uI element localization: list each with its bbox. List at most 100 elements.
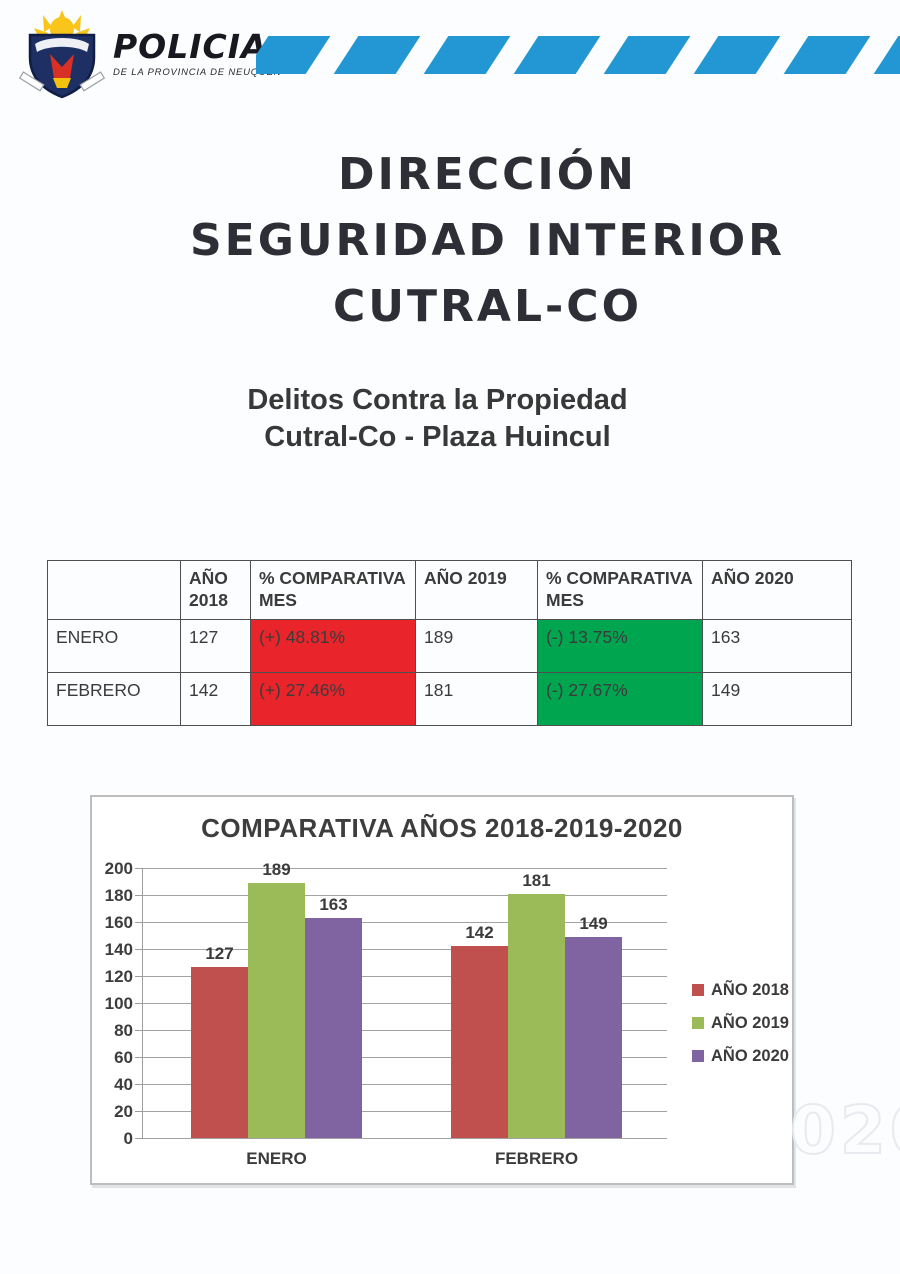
brand-subtitle: DE LA PROVINCIA DE NEUQUEN [113, 67, 282, 78]
page-title-line2: SEGURIDAD INTERIOR [189, 215, 786, 266]
bar-value-label: 149 [579, 913, 608, 933]
page-title-line3: CUTRAL-CO [333, 281, 642, 332]
legend-item: AÑO 2019 [692, 1013, 789, 1033]
y-axis-tick [135, 894, 143, 896]
gridline [143, 1056, 667, 1058]
page-title-line1: DIRECCIÓN [337, 149, 637, 200]
enero-2020-value: 163 [702, 618, 852, 673]
enero-2018-value: 127 [180, 618, 251, 673]
row-label-enero: ENERO [47, 618, 181, 673]
y-axis-tick [135, 948, 143, 950]
febrero-comparativa-2020: (-) 27.67% [537, 671, 703, 726]
febrero-2018-value: 142 [180, 671, 251, 726]
watermark-text: 020 [789, 1091, 900, 1170]
enero-2019-value: 189 [415, 618, 538, 673]
legend-swatch [692, 1017, 704, 1029]
bar-value-label: 142 [465, 923, 494, 943]
table-header-row: AÑO 2018 % COMPARATIVA MES AÑO 2019 % CO… [47, 560, 852, 620]
y-axis-label: 40 [114, 1075, 133, 1094]
col-header-ano2020: AÑO 2020 [702, 560, 852, 620]
febrero-comparativa-2019: (+) 27.46% [250, 671, 416, 726]
header-stripe [783, 36, 871, 74]
y-axis-label: 80 [114, 1021, 133, 1040]
bar-año-2020: 149 [565, 914, 622, 1138]
y-axis-tick [135, 1002, 143, 1004]
legend-item: AÑO 2020 [692, 1046, 789, 1066]
y-axis-label: 160 [104, 913, 133, 932]
y-axis-label: 200 [104, 859, 133, 878]
enero-comparativa-2019: (+) 48.81% [250, 618, 416, 673]
enero-comparativa-2020: (-) 13.75% [537, 618, 703, 673]
y-axis-tick [135, 867, 143, 869]
table-row: ENERO 127 (+) 48.81% 189 (-) 13.75% 163 [47, 618, 852, 673]
header-stripe [423, 36, 511, 74]
y-axis-label: 0 [123, 1129, 133, 1148]
bar-value-label: 127 [205, 943, 234, 963]
row-label-febrero: FEBRERO [47, 671, 181, 726]
gridline [143, 975, 667, 977]
legend-label: AÑO 2019 [711, 1013, 789, 1032]
page-subtitle: Delitos Contra la Propiedad Cutral-Co - … [0, 382, 875, 456]
police-crest-logo [18, 10, 106, 99]
gridline [143, 948, 667, 950]
header-stripe [603, 36, 691, 74]
y-axis-tick [135, 921, 143, 923]
bar-año-2018: 142 [451, 923, 508, 1138]
febrero-2020-value: 149 [702, 671, 852, 726]
y-axis-label: 100 [104, 994, 133, 1013]
y-axis-label: 20 [114, 1102, 133, 1121]
y-axis-tick [135, 1056, 143, 1058]
scrolls [18, 71, 106, 92]
brand-block: POLICIA DE LA PROVINCIA DE NEUQUEN [113, 30, 281, 78]
bar-año-2019: 181 [508, 871, 565, 1138]
gridline [143, 921, 667, 923]
y-axis-tick [135, 1110, 143, 1112]
gridline [143, 1137, 667, 1139]
gridline [143, 867, 667, 869]
y-axis-tick [135, 1083, 143, 1085]
page-subtitle-line2: Cutral-Co - Plaza Huincul [264, 421, 611, 453]
plot-area: 0 20 40 60 80 100 120 140 160 180 200 127 189 163 ENER… [105, 860, 667, 1168]
col-header-ano2019: AÑO 2019 [415, 560, 538, 620]
comparison-table: AÑO 2018 % COMPARATIVA MES AÑO 2019 % CO… [47, 560, 852, 726]
header-stripes [256, 36, 900, 76]
y-axis-label: 120 [104, 967, 133, 986]
chart-legend: AÑO 2018 AÑO 2019 AÑO 2020 [692, 980, 789, 1079]
brand-name: POLICIA [113, 27, 268, 66]
bar-group: 127 189 163 [191, 860, 362, 1138]
page-title: DIRECCIÓN SEGURIDAD INTERIOR CUTRAL-CO [75, 142, 900, 340]
category-label: ENERO [246, 1149, 307, 1168]
chart-title: COMPARATIVA AÑOS 2018-2019-2020 [201, 813, 683, 843]
bar-año-2018: 127 [191, 944, 248, 1138]
category-label: FEBRERO [494, 1149, 579, 1168]
col-header-comparativa2: % COMPARATIVA MES [537, 560, 703, 620]
header-stripe [873, 36, 900, 74]
legend-label: AÑO 2018 [711, 980, 789, 999]
col-header-comparativa1: % COMPARATIVA MES [250, 560, 416, 620]
shield [28, 33, 96, 99]
col-header-ano2018: AÑO 2018 [180, 560, 251, 620]
header-stripe [333, 36, 421, 74]
gridline [143, 1029, 667, 1031]
gridline [143, 894, 667, 896]
bar-group: 142 181 149 [451, 868, 622, 1138]
bar-value-label: 181 [522, 870, 551, 890]
bar-chart: COMPARATIVA AÑOS 2018-2019-2020 0 20 40 60 8… [90, 795, 794, 1185]
gridline [143, 1002, 667, 1004]
gridline [143, 1110, 667, 1112]
y-axis-tick [135, 975, 143, 977]
legend-item: AÑO 2018 [692, 980, 789, 1000]
shield-band [35, 38, 89, 52]
page-subtitle-line1: Delitos Contra la Propiedad [247, 384, 628, 416]
bar-año-2020: 163 [305, 895, 362, 1138]
bar-value-label: 189 [262, 859, 291, 879]
shield-emblem [50, 54, 74, 78]
y-axis-tick [135, 1029, 143, 1031]
bar-año-2019: 189 [248, 860, 305, 1138]
legend-label: AÑO 2020 [711, 1046, 789, 1065]
y-axis-label: 180 [104, 886, 133, 905]
legend-swatch [692, 1050, 704, 1062]
y-axis-label: 140 [104, 940, 133, 959]
shield-base [53, 78, 71, 88]
